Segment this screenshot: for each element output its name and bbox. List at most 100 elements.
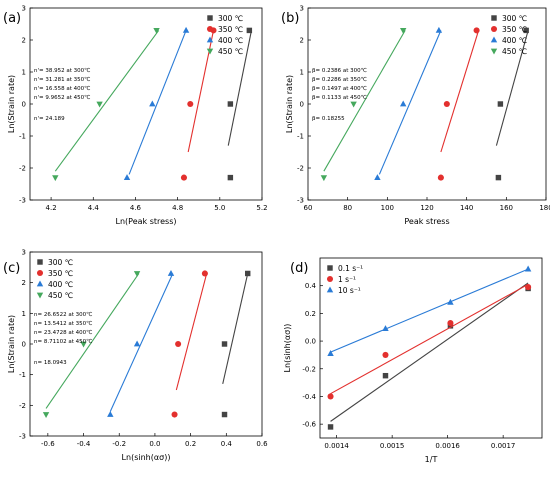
legend-label: 0.1 s⁻¹ [338,264,363,273]
legend-marker [36,269,44,277]
data-point [52,175,59,182]
legend: 0.1 s⁻¹ 1 s⁻¹ 10 s⁻¹ [326,264,363,295]
fit-annotation: n= 13.5412 at 350℃ [34,320,92,327]
legend-label: 450 ℃ [502,47,527,56]
legend-label: 350 ℃ [218,25,243,34]
data-point [350,101,357,108]
y-tick-label: 0 [22,101,26,109]
x-tick-label: 180 [539,204,550,212]
data-point [42,412,50,419]
data-point [123,174,131,180]
data-point [133,271,141,277]
x-axis-title: Ln(sinh(ασ)) [122,453,171,462]
y-tick-label: 2 [300,37,304,45]
y-tick-label: -0.6 [302,421,316,429]
y-tick-label: 1 [22,310,26,318]
legend-marker [206,25,214,33]
legend-marker [206,48,214,55]
y-tick-label: 2 [22,279,26,287]
data-point [523,27,529,34]
x-tick-label: 0.0 [149,440,160,448]
panel-label: (d) [290,261,308,276]
data-point [171,411,178,418]
x-tick-label: 4.4 [88,204,100,212]
y-tick-label: -1 [297,133,304,141]
y-tick-label: -2 [297,165,304,173]
data-point [382,372,389,379]
x-tick-label: 4.2 [46,204,57,212]
legend-label: 1 s⁻¹ [338,275,356,284]
data-point [320,175,328,182]
data-point [400,28,407,34]
fit-line [495,30,529,146]
data-point [327,350,334,356]
y-tick-label: 0 [300,101,304,109]
data-point [182,26,190,33]
data-point [327,424,334,430]
data-point [133,340,141,347]
y-tick-label: -3 [19,433,26,441]
x-tick-label: 4.6 [130,204,142,212]
data-point [374,174,381,180]
data-point [107,411,114,417]
data-point [201,270,208,277]
legend-marker [490,25,498,33]
y-tick-label: -1 [19,133,26,141]
y-tick-label: -3 [297,197,304,205]
y-tick-label: -2 [19,165,26,173]
data-point [327,393,334,400]
y-tick-label: 0.2 [305,310,316,318]
y-tick-label: 1 [22,69,26,77]
y-tick-label: 3 [22,249,26,257]
fit-line [330,283,529,395]
y-tick-label: 3 [22,5,26,13]
x-axis-title: 1/T [425,455,438,464]
x-tick-label: 120 [420,204,433,212]
x-tick-label: 0.4 [221,440,233,448]
x-tick-label: 0.6 [256,440,268,448]
x-tick-label: -0.4 [77,440,91,448]
chart-panel-3: (c) -0.6 -0.4 -0.2 0.0 0.2 0.4 0.6 -3 -2 -1 0 1 2 3 Ln(… [3,249,268,463]
legend-marker [327,265,333,271]
x-axis-title: Peak stress [404,217,449,226]
fit-annotation: n'= 16.558 at 400℃ [34,85,90,92]
fit-line [378,30,442,175]
panel-label: (a) [3,11,21,26]
x-tick-label: 4.8 [172,204,183,212]
y-axis-title: Ln(Strain rate) [285,75,294,133]
fit-annotation: n'= 31.281 at 350℃ [34,76,90,83]
x-tick-label: -0.6 [41,440,55,448]
fit-line [109,273,174,412]
x-tick-label: 0.0014 [324,442,349,450]
fit-line [45,273,140,409]
y-tick-label: -3 [19,197,26,205]
panel-label: (c) [3,261,20,276]
fit-line [330,282,529,422]
legend: 300 ℃ 350 ℃ 400 ℃ 450 ℃ [206,14,243,56]
data-point [221,341,228,347]
legend-label: 300 ℃ [48,258,73,267]
fit-annotation: n= 23.4728 at 400℃ [34,329,92,336]
fit-annotation: n= 18.0943 [34,360,67,366]
legend-label: 300 ℃ [502,14,527,23]
legend-marker [36,280,44,287]
fit-annotation: β= 0.1497 at 400℃ [312,85,367,92]
plot-frame [319,257,543,439]
legend-label: 10 s⁻¹ [338,286,361,295]
fit-line [54,30,160,172]
data-point [246,27,253,34]
fit-annotation: β= 0.2286 at 350℃ [312,76,367,83]
data-point [180,174,188,181]
x-tick-label: 0.2 [185,440,196,448]
legend-marker [206,36,214,43]
data-point [443,100,450,108]
fit-annotation: n'= 24.189 [34,116,65,122]
data-point [400,100,407,107]
fit-annotation: n= 26.6522 at 300℃ [34,311,92,318]
data-point [524,265,532,272]
legend-marker [491,15,497,21]
fit-line [440,30,480,153]
data-point [221,411,228,418]
y-tick-label: -0.2 [302,365,316,373]
data-point [447,320,454,327]
